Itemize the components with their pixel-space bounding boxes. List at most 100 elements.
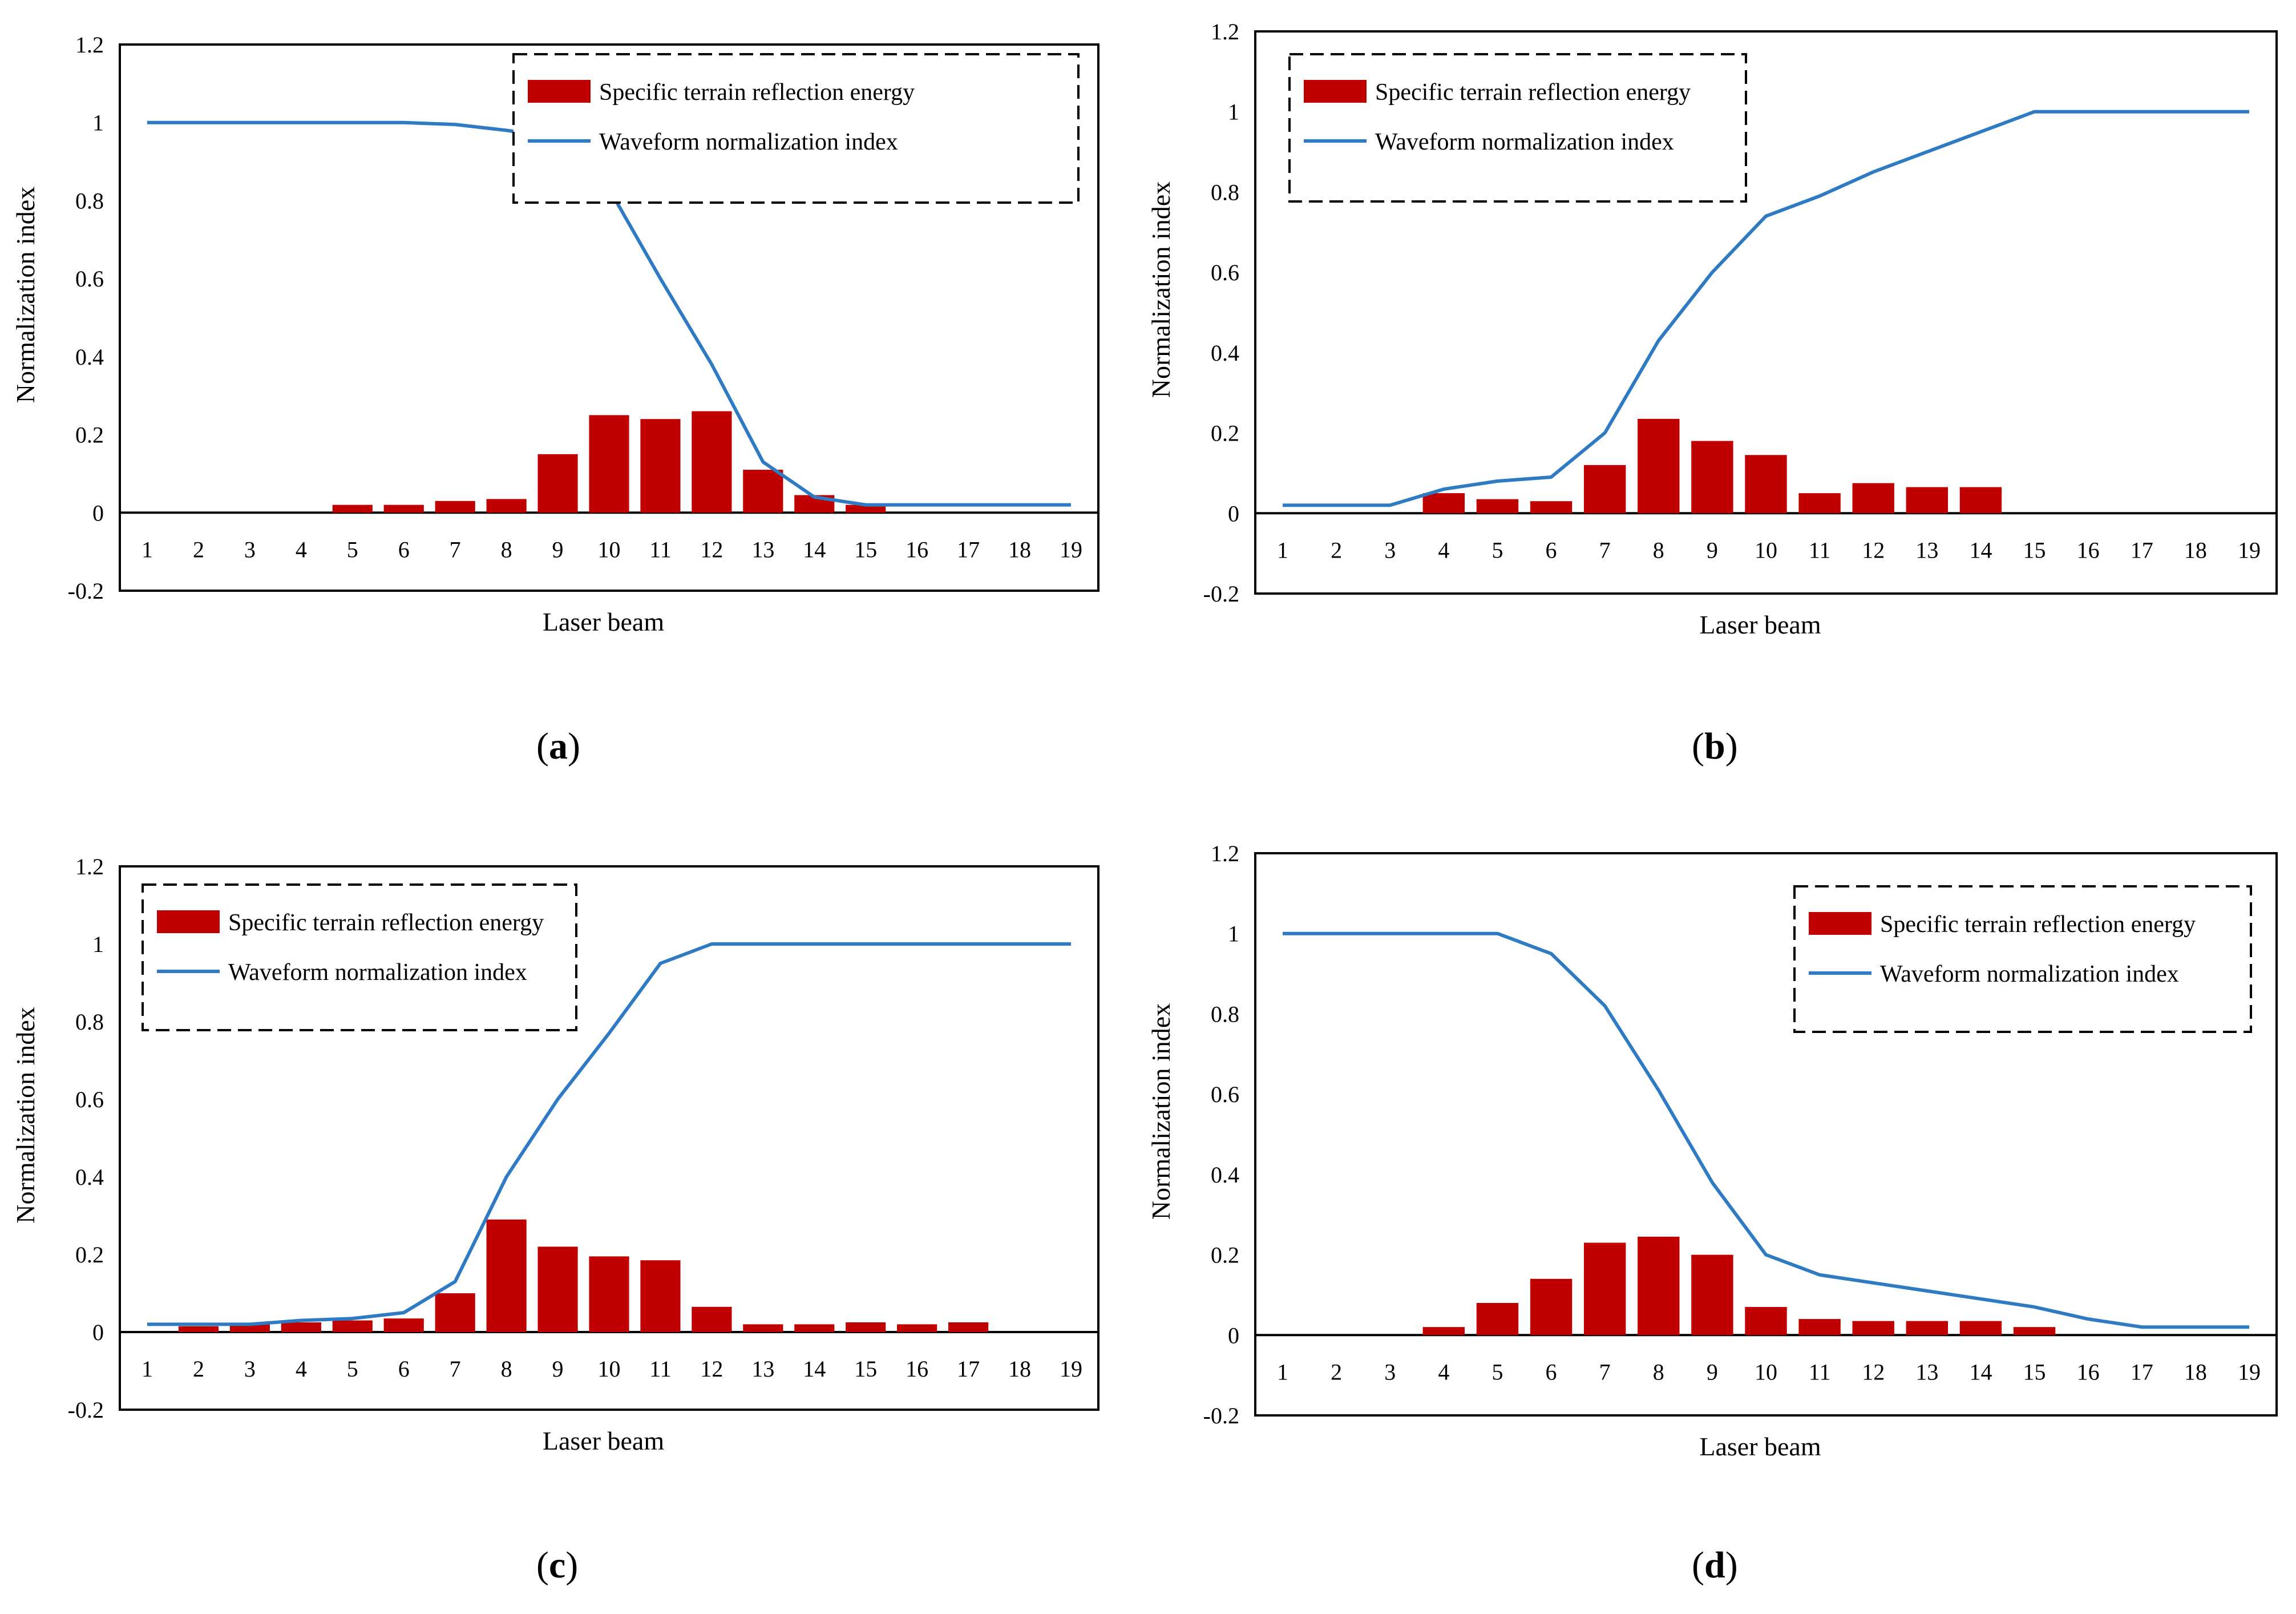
x-tick-label: 13 bbox=[751, 1356, 774, 1382]
x-tick-label: 19 bbox=[1060, 1356, 1082, 1382]
legend-bar-label: Specific terrain reflection energy bbox=[599, 79, 915, 106]
x-tick-label: 6 bbox=[398, 536, 410, 562]
panel-a: -0.2 0 0.2 0.4 0.6 0.8 1 1.2 1 2 3 4 5 6 7 8 9 10 11 12 13 14… bbox=[0, 0, 1141, 673]
x-tick-label: 2 bbox=[193, 536, 204, 562]
bar-beam-13 bbox=[743, 1324, 783, 1332]
y-tick-label: 0.2 bbox=[1211, 421, 1239, 446]
legend: Specific terrain reflection energy Wavefo… bbox=[1793, 885, 2252, 1033]
x-tick-label: 13 bbox=[1915, 537, 1938, 563]
x-tick-label: 18 bbox=[2184, 1359, 2207, 1385]
x-tick-label: 1 bbox=[1277, 1359, 1288, 1385]
x-tick-label: 13 bbox=[751, 536, 774, 562]
x-tick-label: 17 bbox=[2131, 1359, 2153, 1385]
bar-beam-6 bbox=[1530, 501, 1573, 514]
bar-beam-10 bbox=[589, 415, 629, 513]
y-tick-label: 1 bbox=[92, 931, 104, 957]
x-tick-label: 7 bbox=[1599, 1359, 1611, 1385]
x-tick-label: 1 bbox=[142, 1356, 153, 1382]
x-axis-label: Laser beam bbox=[543, 607, 664, 636]
bar-beam-9 bbox=[537, 454, 578, 513]
x-tick-label: 16 bbox=[2077, 1359, 2100, 1385]
y-tick-label: 1 bbox=[92, 110, 104, 136]
x-tick-label: 7 bbox=[450, 1356, 461, 1382]
x-tick-label: 17 bbox=[2131, 537, 2153, 563]
x-tick-label: 18 bbox=[2184, 537, 2207, 563]
bar-beam-9 bbox=[1691, 1254, 1733, 1335]
x-axis-label: Laser beam bbox=[1699, 610, 1821, 639]
y-axis-label: Normalization index bbox=[1146, 1003, 1175, 1220]
x-tick-label: 16 bbox=[906, 536, 928, 562]
y-axis-label: Normalization index bbox=[11, 1007, 40, 1223]
y-tick-label: 1.2 bbox=[1211, 19, 1239, 45]
bar-beam-13 bbox=[743, 470, 783, 513]
bar-beam-7 bbox=[1583, 1242, 1626, 1335]
x-tick-label: 3 bbox=[244, 536, 256, 562]
panel-b: -0.2 0 0.2 0.4 0.6 0.8 1 1.2 1 2 3 4 5 6 7 8 9 10 11 12 13 14… bbox=[1146, 0, 2288, 673]
y-tick-label: 0.4 bbox=[75, 1164, 104, 1190]
x-tick-label: 16 bbox=[2077, 537, 2100, 563]
x-tick-label: 12 bbox=[700, 1356, 723, 1382]
caption-d-letter: d bbox=[1704, 1544, 1725, 1586]
y-tick-label: 1.2 bbox=[75, 32, 104, 58]
chart-a: -0.200.20.40.60.811.21 2 3 4 5 6 7 8 9 10 11 12 13 14… bbox=[11, 32, 1100, 636]
bar-beam-4 bbox=[1422, 1327, 1465, 1335]
y-tick-label: 0.8 bbox=[1211, 1001, 1239, 1027]
y-tick-label: 0.4 bbox=[1211, 340, 1239, 366]
x-tick-label: 8 bbox=[501, 1356, 512, 1382]
x-tick-label: 17 bbox=[957, 1356, 980, 1382]
y-tick-label: 0.4 bbox=[75, 344, 104, 370]
x-tick-label: 4 bbox=[1438, 537, 1449, 563]
x-tick-label: 2 bbox=[1331, 1359, 1342, 1385]
caption-c: (c) bbox=[536, 1544, 579, 1586]
x-tick-label: 3 bbox=[1384, 537, 1396, 563]
x-tick-label: 16 bbox=[906, 1356, 928, 1382]
x-tick-label: 10 bbox=[598, 536, 621, 562]
bar-beam-7 bbox=[435, 501, 475, 513]
legend-box bbox=[1288, 53, 1747, 203]
bar-beam-14 bbox=[794, 1324, 835, 1332]
bar-beam-10 bbox=[1745, 1307, 1787, 1335]
x-tick-label: 15 bbox=[854, 1356, 877, 1382]
y-tick-label: 0.8 bbox=[75, 1009, 104, 1035]
y-tick-label: 1.2 bbox=[1211, 841, 1239, 866]
bar-beam-5 bbox=[332, 505, 373, 513]
y-tick-label: -0.2 bbox=[1203, 581, 1239, 607]
y-tick-label: 1.2 bbox=[75, 854, 104, 879]
legend-box bbox=[512, 53, 1080, 204]
x-tick-label: 19 bbox=[2238, 537, 2261, 563]
y-tick-label: -0.2 bbox=[1203, 1403, 1239, 1429]
y-tick-label: 0.6 bbox=[1211, 260, 1239, 285]
legend: Specific terrain reflection energy Wavefo… bbox=[512, 53, 1080, 204]
x-tick-label: 10 bbox=[1755, 537, 1777, 563]
y-tick-label: 0.2 bbox=[75, 422, 104, 448]
x-tick-label: 7 bbox=[1599, 537, 1611, 563]
legend-bar-swatch bbox=[528, 80, 591, 103]
legend-line-label: Waveform normalization index bbox=[599, 129, 898, 155]
bar-beam-15 bbox=[846, 505, 886, 513]
y-tick-label: 0.2 bbox=[75, 1242, 104, 1268]
plot-frame bbox=[1254, 852, 2278, 1417]
y-axis-label: Normalization index bbox=[11, 187, 40, 403]
bar-beam-4 bbox=[1422, 493, 1465, 514]
caption-c-letter: c bbox=[548, 1544, 566, 1586]
legend-line-label: Waveform normalization index bbox=[1375, 129, 1674, 155]
bar-beam-14 bbox=[1959, 1321, 2002, 1335]
legend-bar-swatch bbox=[1809, 912, 1871, 935]
x-tick-label: 6 bbox=[1546, 1359, 1557, 1385]
plot-frame bbox=[119, 865, 1100, 1411]
bar-beam-5 bbox=[1476, 499, 1519, 514]
x-tick-label: 4 bbox=[296, 1356, 307, 1382]
legend-box bbox=[142, 883, 577, 1031]
y-tick-label: 0.6 bbox=[1211, 1082, 1239, 1107]
bar-beam-17 bbox=[948, 1322, 989, 1332]
x-tick-label: 10 bbox=[1755, 1359, 1777, 1385]
x-tick-label: 19 bbox=[1060, 536, 1082, 562]
legend-bar-label: Specific terrain reflection energy bbox=[1880, 911, 2196, 938]
bar-beam-7 bbox=[1583, 465, 1626, 514]
x-tick-label: 9 bbox=[1707, 1359, 1718, 1385]
y-tick-label: 1 bbox=[1228, 99, 1239, 125]
bar-beam-4 bbox=[281, 1322, 321, 1332]
x-tick-label: 18 bbox=[1008, 536, 1031, 562]
x-tick-label: 9 bbox=[1707, 537, 1718, 563]
bar-beam-14 bbox=[1959, 487, 2002, 514]
